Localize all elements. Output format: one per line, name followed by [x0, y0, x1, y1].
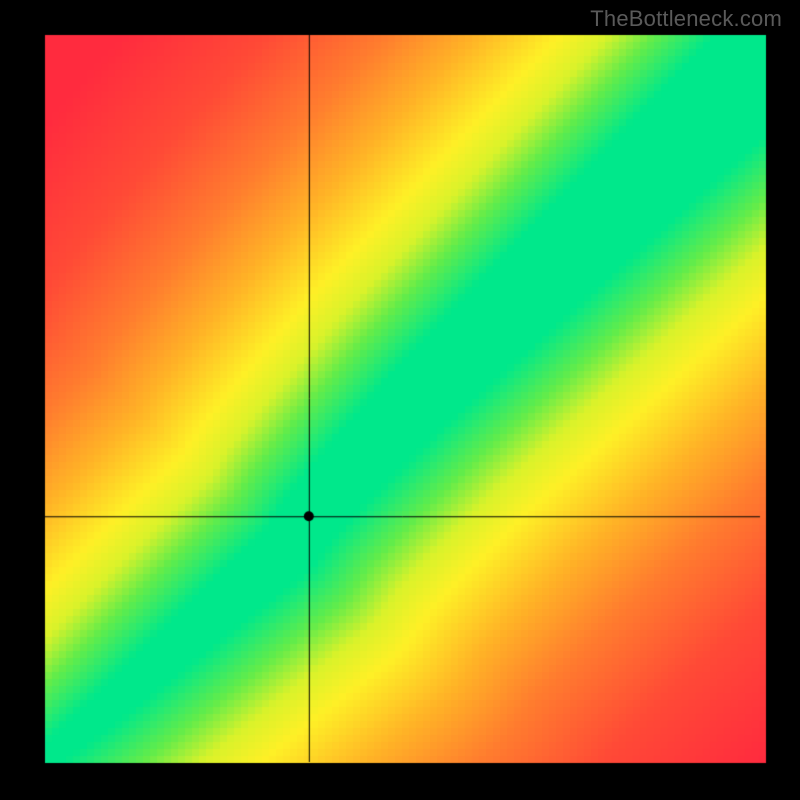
heatmap-canvas — [0, 0, 800, 800]
chart-container: TheBottleneck.com — [0, 0, 800, 800]
watermark-text: TheBottleneck.com — [590, 6, 782, 32]
